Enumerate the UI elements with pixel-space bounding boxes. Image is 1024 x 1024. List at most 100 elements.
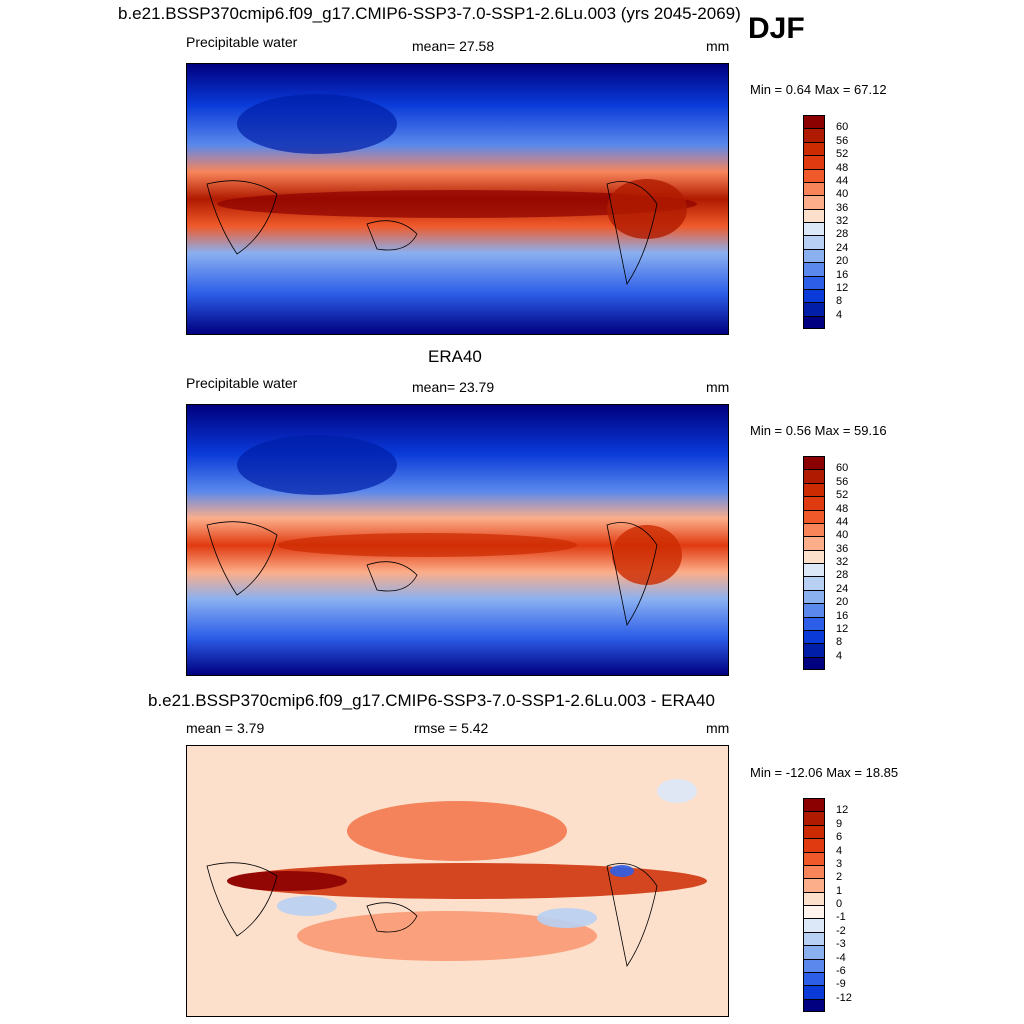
colorbar-tick-label: 24 [836, 241, 849, 254]
colorbar-tick-label: 3 [836, 857, 843, 870]
colorbar-swatch [803, 629, 825, 644]
colorbar-tick-label: 8 [836, 636, 843, 649]
panel-diff-map [186, 745, 729, 1017]
colorbar-tick-label: -3 [836, 938, 846, 951]
colorbar-tick-label: 60 [836, 121, 849, 134]
colorbar-swatch [803, 509, 825, 523]
colorbar-swatch [803, 958, 825, 972]
colorbar-swatch [803, 275, 825, 289]
colorbar-tick-label: 12 [836, 622, 849, 635]
colorbar-swatch [803, 864, 825, 879]
colorbar-swatch [803, 288, 825, 303]
colorbar-swatch [803, 536, 825, 550]
colorbar-swatch [803, 302, 825, 316]
colorbar-tick-label: -12 [836, 991, 852, 1004]
panel-top-map [186, 63, 729, 335]
colorbar-swatch [803, 248, 825, 263]
colorbar-swatch [803, 931, 825, 946]
colorbar-swatch [803, 824, 825, 839]
colorbar-tick-label: 9 [836, 817, 843, 830]
panel-top-colorbar: 60 56 52 48 44 40 36 32 28 24 20 16 12 8 4 [803, 115, 863, 329]
colorbar-swatch [803, 496, 825, 510]
colorbar-swatch [803, 918, 825, 932]
colorbar-swatch [803, 851, 825, 865]
colorbar-swatch [803, 208, 825, 222]
colorbar-swatch [803, 891, 825, 905]
colorbar-tick-label: 12 [836, 281, 849, 294]
colorbar-tick-label: 48 [836, 161, 849, 174]
colorbar-swatch [803, 878, 825, 892]
panel-diff-minmax: Min = -12.06 Max = 18.85 [750, 765, 899, 780]
colorbar-tick-label: -4 [836, 951, 846, 964]
panel-diff-rmse: rmse = 5.42 [414, 720, 489, 736]
colorbar-tick-label: 44 [836, 174, 849, 187]
panel-mid-minmax: Min = 0.56 Max = 59.16 [750, 423, 887, 438]
colorbar-tick-label: 36 [836, 542, 849, 555]
colorbar-swatch [803, 656, 825, 670]
colorbar-swatch [803, 563, 825, 577]
colorbar-swatch [803, 469, 825, 483]
colorbar-tick-label: -1 [836, 911, 846, 924]
colorbar-swatch [803, 195, 825, 209]
colorbar-tick-label: 8 [836, 295, 843, 308]
colorbar-tick-label: 4 [836, 844, 843, 857]
colorbar-tick-label: 1 [836, 884, 843, 897]
panel-mid-variable: Precipitable water [186, 375, 298, 391]
season-label: DJF [748, 12, 805, 45]
colorbar-tick-label: 40 [836, 529, 849, 542]
colorbar-tick-label: 32 [836, 215, 849, 227]
panel-top-units: mm [706, 38, 730, 54]
colorbar-swatch [803, 905, 825, 919]
colorbar-tick-label: 56 [836, 134, 849, 147]
panel-diff-colorbar: 12 9 6 4 3 2 1 0 -1 -2 -3 -4 -6 -9 -12 [803, 798, 863, 1012]
colorbar-swatch [803, 522, 825, 537]
colorbar-tick-label: -6 [836, 964, 846, 977]
colorbar-swatch [803, 811, 825, 825]
colorbar-swatch [803, 589, 825, 604]
colorbar-tick-label: 32 [836, 556, 849, 568]
colorbar-tick-label: 36 [836, 201, 849, 214]
panel-diff-title: b.e21.BSSP370cmip6.f09_g17.CMIP6-SSP3-7.… [148, 691, 716, 710]
colorbar-tick-label: 2 [836, 871, 843, 884]
colorbar-swatch [803, 549, 825, 563]
colorbar-swatch [803, 181, 825, 196]
colorbar-tick-label: 40 [836, 188, 849, 201]
colorbar-tick-label: 56 [836, 475, 849, 488]
panel-diff-mean: mean = 3.79 [186, 720, 265, 736]
colorbar-swatch [803, 838, 825, 852]
panel-top-mean: mean= 27.58 [412, 38, 495, 54]
colorbar-tick-label: 44 [836, 515, 849, 528]
colorbar-tick-label: 12 [836, 804, 849, 817]
colorbar-tick-label: 28 [836, 228, 849, 241]
colorbar-swatch [803, 971, 825, 986]
colorbar-swatch [803, 128, 825, 142]
colorbar-swatch [803, 262, 825, 276]
colorbar-swatch [803, 168, 825, 182]
panel-diff-map-svg [187, 746, 728, 1016]
colorbar-swatch [803, 456, 825, 470]
colorbar-tick-label: 20 [836, 255, 849, 268]
colorbar-tick-label: 20 [836, 596, 849, 609]
colorbar-swatch [803, 115, 825, 129]
colorbar-swatch [803, 985, 825, 999]
colorbar-tick-label: -2 [836, 924, 846, 937]
colorbar-tick-label: 4 [836, 649, 843, 662]
colorbar-swatch [803, 576, 825, 590]
panel-top-variable: Precipitable water [186, 34, 298, 50]
colorbar-swatch [803, 603, 825, 617]
colorbar-swatch [803, 141, 825, 156]
colorbar-swatch [803, 315, 825, 329]
panel-mid-map [186, 404, 729, 676]
colorbar-tick-label: 60 [836, 462, 849, 475]
panel-mid-units: mm [706, 379, 730, 395]
colorbar-swatch [803, 222, 825, 236]
panel-top-minmax: Min = 0.64 Max = 67.12 [750, 82, 887, 97]
panel-mid-colorbar: 60 56 52 48 44 40 36 32 28 24 20 16 12 8 4 [803, 456, 863, 670]
colorbar-swatch [803, 616, 825, 630]
colorbar-tick-label: 28 [836, 569, 849, 582]
colorbar-swatch [803, 235, 825, 249]
colorbar-swatch [803, 945, 825, 959]
colorbar-tick-label: 6 [836, 831, 843, 844]
colorbar-swatch [803, 998, 825, 1012]
panel-mid-map-svg [187, 405, 728, 675]
